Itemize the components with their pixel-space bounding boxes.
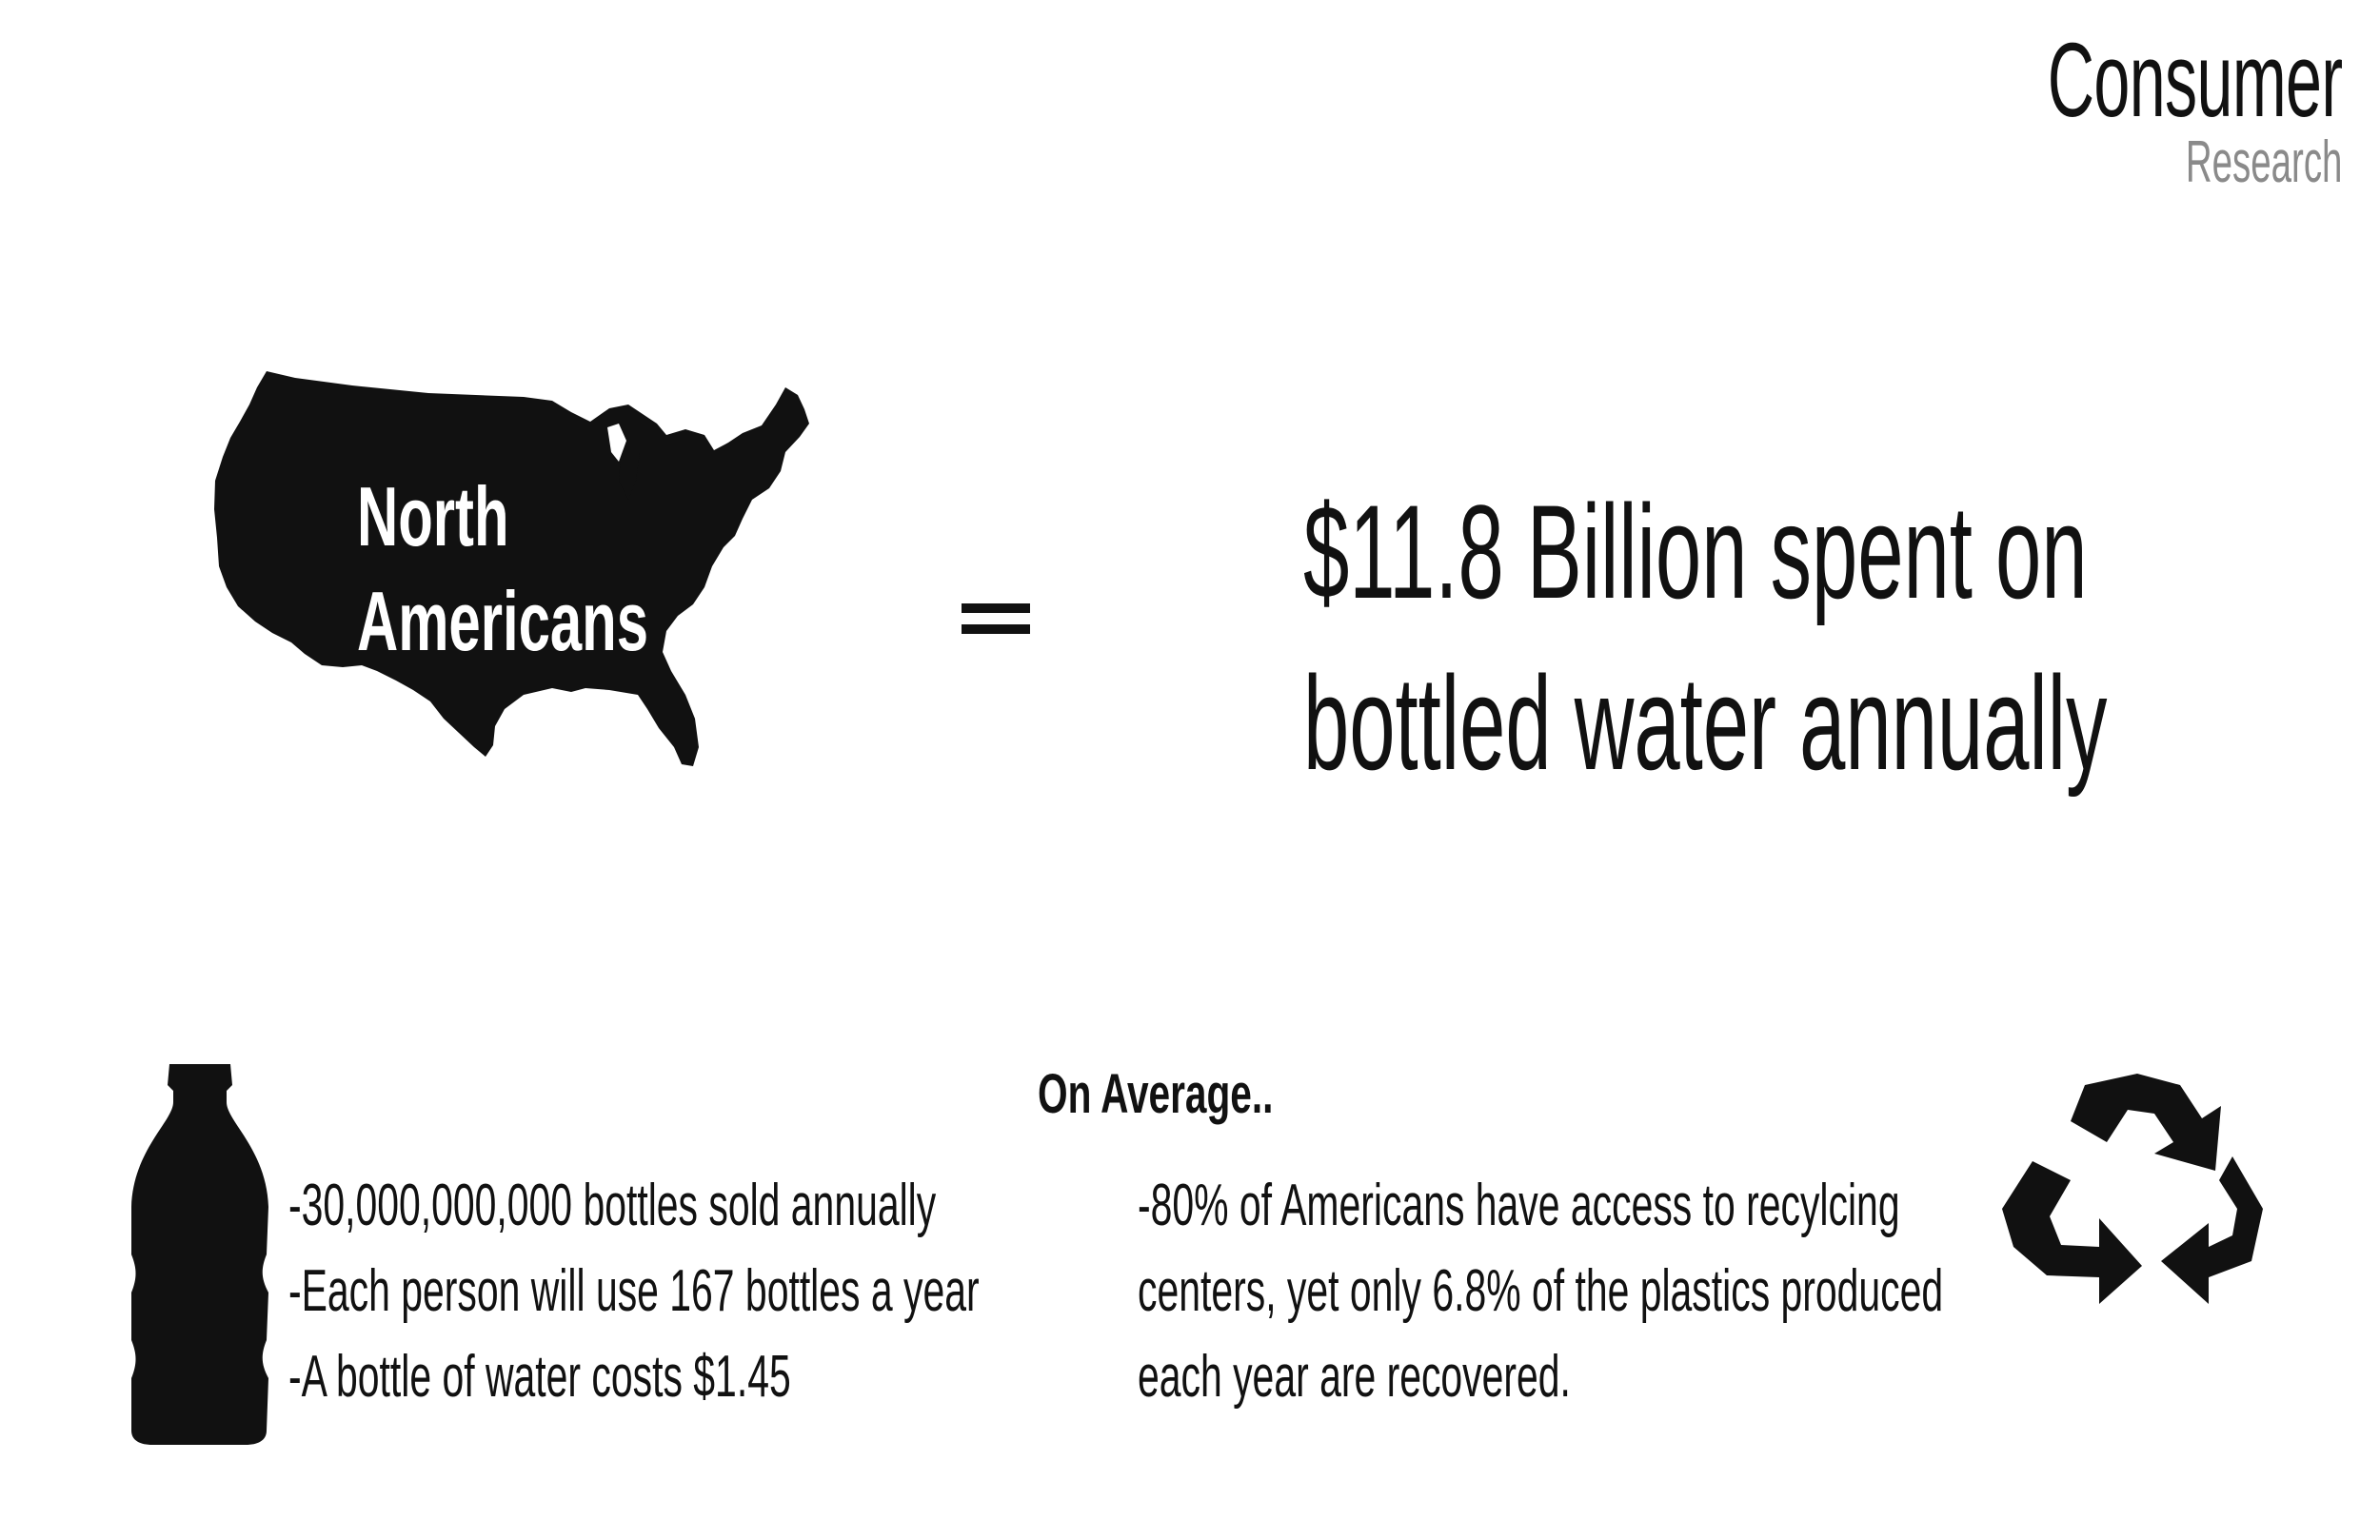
headline-line2: bottled water annually (1303, 648, 2108, 798)
brand-title: Consumer Research (1867, 29, 2342, 192)
recycle-icon (2002, 1074, 2263, 1304)
headline: $11.8 Billion spent on bottled water ann… (1104, 466, 2152, 809)
section-heading: On Average.. (1038, 1066, 1375, 1123)
recycling-line: centers, yet only 6.8% of the plastics p… (1138, 1258, 1944, 1324)
water-bottle-icon (131, 1064, 268, 1445)
map-label-line2: Americans (357, 574, 649, 668)
stat-item-bottles-per-person: -Each person will use 167 bottles a year (288, 1258, 980, 1324)
recycling-paragraph: -80% of Americans have access to recylci… (1138, 1163, 2358, 1420)
map-label: North Americans (357, 464, 785, 674)
brand-title-main: Consumer (2047, 22, 2342, 139)
stats-list: -30,000,000,000 bottles sold annually -E… (288, 1163, 1335, 1420)
headline-line1: $11.8 Billion spent on (1303, 477, 2088, 626)
recycling-line: each year are recovered. (1138, 1344, 1571, 1410)
stat-item-bottles-sold: -30,000,000,000 bottles sold annually (288, 1173, 937, 1238)
usa-map-icon (214, 371, 809, 766)
equals-bar-top (962, 603, 1030, 613)
equals-sign (962, 590, 1030, 647)
section-heading-text: On Average.. (1038, 1063, 1274, 1125)
map-label-line1: North (357, 469, 509, 563)
equals-bar-bottom (962, 624, 1030, 634)
recycling-line: -80% of Americans have access to recylci… (1138, 1173, 1900, 1238)
brand-title-sub: Research (2185, 129, 2342, 195)
stat-item-bottle-cost: -A bottle of water costs $1.45 (288, 1344, 791, 1410)
